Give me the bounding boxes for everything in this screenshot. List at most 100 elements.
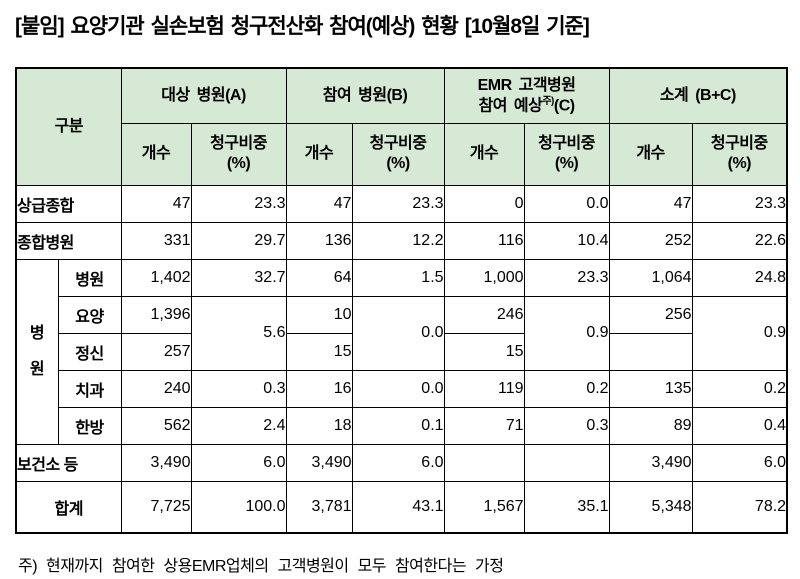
cell-total-a-count: 7,725 <box>120 480 192 534</box>
cell-senior-b-ratio: 23.3 <box>351 184 445 223</box>
cell-health-a-count: 3,490 <box>120 443 192 482</box>
cell-total-c-count: 1,567 <box>443 480 525 534</box>
cell-merged-b-ratio: 0.0 <box>351 295 445 371</box>
cell-dental-a-count: 240 <box>120 369 192 408</box>
cell-psychiatric-d-count <box>608 332 693 371</box>
cell-health-d-ratio: 6.0 <box>691 443 788 482</box>
cell-dental-a-ratio: 0.3 <box>190 369 287 408</box>
cell-senior-b-count: 47 <box>285 184 353 223</box>
cell-total-b-count: 3,781 <box>285 480 353 534</box>
row-label-general-hospital: 종합병원 <box>15 221 122 260</box>
cell-senior-a-ratio: 23.3 <box>190 184 287 223</box>
row-label-health-center: 보건소 등 <box>15 443 122 482</box>
cell-hospital-b-count: 64 <box>285 258 353 297</box>
cell-longterm-a-count: 1,396 <box>120 295 192 334</box>
cell-hospital-a-count: 1,402 <box>120 258 192 297</box>
cell-hospital-d-count: 1,064 <box>608 258 693 297</box>
subheader-ratio-b: 청구비중 (%) <box>351 122 445 186</box>
cell-oriental-c-count: 71 <box>443 406 525 445</box>
header-emr-expected: EMR 고객병원 참여 예상주)(C) <box>443 67 610 124</box>
cell-oriental-d-ratio: 0.4 <box>691 406 788 445</box>
cell-oriental-b-count: 18 <box>285 406 353 445</box>
cell-health-c-ratio <box>523 443 610 482</box>
subheader-ratio-c-line2: (%) <box>554 155 579 172</box>
cell-hospital-b-ratio: 1.5 <box>351 258 445 297</box>
cell-longterm-c-count: 246 <box>443 295 525 334</box>
subheader-count-a: 개수 <box>120 122 192 186</box>
cell-senior-c-ratio: 0.0 <box>523 184 610 223</box>
header-emr-line2-text: 참여 예상 <box>478 96 543 114</box>
row-label-oriental: 한방 <box>57 406 122 445</box>
cell-psychiatric-b-count: 15 <box>285 332 353 371</box>
cell-total-b-ratio: 43.1 <box>351 480 445 534</box>
footnote-marker: 주) <box>542 95 554 107</box>
cell-oriental-c-ratio: 0.3 <box>523 406 610 445</box>
cell-health-d-count: 3,490 <box>608 443 693 482</box>
subheader-ratio-d-line1: 청구비중 <box>710 135 768 152</box>
subheader-ratio-d-line2: (%) <box>727 155 752 172</box>
header-emr-line2-suffix: (C) <box>553 96 575 114</box>
cell-senior-a-count: 47 <box>120 184 192 223</box>
subheader-count-b: 개수 <box>285 122 353 186</box>
row-hospital: 병 원 병원 1,402 32.7 64 1.5 1,000 23.3 1,06… <box>15 258 788 445</box>
cell-dental-d-count: 135 <box>608 369 693 408</box>
cell-dental-c-ratio: 0.2 <box>523 369 610 408</box>
cell-longterm-d-count: 256 <box>608 295 693 334</box>
subheader-ratio-c-line1: 청구비중 <box>538 135 595 152</box>
cell-senior-d-count: 47 <box>608 184 693 223</box>
cell-dental-b-count: 16 <box>285 369 353 408</box>
cell-total-d-count: 5,348 <box>608 480 693 534</box>
cell-hospital-a-ratio: 32.7 <box>190 258 287 297</box>
cell-total-c-ratio: 35.1 <box>523 480 610 534</box>
cell-dental-d-ratio: 0.2 <box>691 369 788 408</box>
cell-merged-c-ratio: 0.9 <box>523 295 610 371</box>
row-label-senior-general: 상급종합 <box>15 184 122 223</box>
cell-hospital-c-ratio: 23.3 <box>523 258 610 297</box>
cell-oriental-a-ratio: 2.4 <box>190 406 287 445</box>
row-label-dental: 치과 <box>57 369 122 408</box>
header-target-hospitals: 대상 병원(A) <box>120 67 287 124</box>
group-label-char-1: 병 <box>29 324 45 342</box>
subheader-count-d: 개수 <box>608 122 693 186</box>
subheader-ratio-b-line1: 청구비중 <box>369 135 427 152</box>
header-row-subcolumns: 개수 청구비중 (%) 개수 청구비중 (%) 개수 청구비중 (%) 개수 청… <box>16 122 788 186</box>
row-senior-general: 상급종합 47 23.3 47 23.3 0 0.0 47 23.3 <box>15 184 788 223</box>
cell-total-a-ratio: 100.0 <box>190 480 287 534</box>
row-label-longterm: 요양 <box>57 295 122 334</box>
row-psychiatric: 정신 257 15 15 <box>16 332 787 371</box>
cell-health-c-count <box>443 443 525 482</box>
cell-general-d-count: 252 <box>608 221 693 260</box>
cell-health-b-ratio: 6.0 <box>351 443 445 482</box>
cell-oriental-a-count: 562 <box>120 406 192 445</box>
cell-general-d-ratio: 22.6 <box>691 221 788 260</box>
document-title: [붙임] 요양기관 실손보험 청구전산화 참여(예상) 현황 [10월8일 기준… <box>15 15 590 38</box>
cell-dental-b-ratio: 0.0 <box>351 369 445 408</box>
cell-general-a-ratio: 29.7 <box>190 221 287 260</box>
header-gubun: 구분 <box>15 67 122 186</box>
cell-psychiatric-a-count: 257 <box>120 332 192 371</box>
cell-general-b-ratio: 12.2 <box>351 221 445 260</box>
row-label-hospital: 병원 <box>57 258 122 297</box>
row-label-total: 합계 <box>15 480 122 534</box>
cell-senior-c-count: 0 <box>443 184 525 223</box>
cell-hospital-d-ratio: 24.8 <box>691 258 788 297</box>
header-row-groups: 구분 대상 병원(A) 참여 병원(B) EMR 고객병원 참여 예상주)(C)… <box>15 67 788 186</box>
cell-senior-d-ratio: 23.3 <box>691 184 788 223</box>
row-longterm-care: 요양 1,396 5.6 10 0.0 246 0.9 256 0.9 <box>16 295 788 371</box>
group-label-hospital-vertical: 병 원 <box>15 258 59 445</box>
subheader-ratio-a-line1: 청구비중 <box>210 135 267 152</box>
subheader-count-c: 개수 <box>443 122 525 186</box>
cell-general-c-count: 116 <box>443 221 525 260</box>
header-participating-hospitals: 참여 병원(B) <box>285 67 445 124</box>
row-oriental-medicine: 한방 562 2.4 18 0.1 71 0.3 89 0.4 <box>16 406 788 445</box>
header-subtotal: 소계 (B+C) <box>608 67 788 124</box>
subheader-ratio-a-line2: (%) <box>226 155 251 172</box>
cell-oriental-d-count: 89 <box>608 406 693 445</box>
row-health-center: 보건소 등 3,490 6.0 3,490 6.0 3,490 6.0 <box>15 443 788 482</box>
participation-status-table: 구분 대상 병원(A) 참여 병원(B) EMR 고객병원 참여 예상주)(C)… <box>15 67 789 534</box>
subheader-ratio-c: 청구비중 (%) <box>523 122 610 186</box>
header-emr-line1: EMR 고객병원 <box>477 76 576 94</box>
row-dental: 치과 240 0.3 16 0.0 119 0.2 135 0.2 <box>16 369 788 408</box>
cell-general-b-count: 136 <box>285 221 353 260</box>
